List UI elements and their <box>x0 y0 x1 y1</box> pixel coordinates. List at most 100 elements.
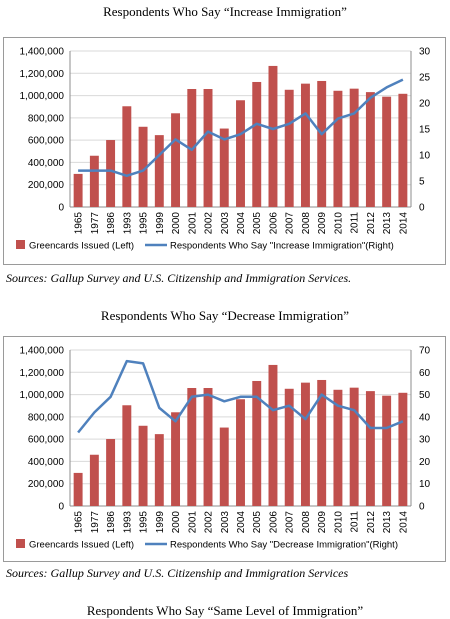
chart1-bar <box>317 80 327 207</box>
chart2-bar <box>138 425 148 506</box>
chart1-ytick-left: 0 <box>58 203 64 214</box>
chart1-ytick-right: 20 <box>419 99 431 110</box>
chart1-xtick-label: 1965 <box>74 212 85 235</box>
chart2-bar <box>317 379 327 506</box>
chart2-ytick-right: 40 <box>419 412 431 423</box>
chart2-ytick-right: 20 <box>419 457 431 468</box>
chart1-xtick-label: 2000 <box>171 212 182 235</box>
chart2-xtick-label: 1999 <box>155 511 166 534</box>
chart2-bar <box>106 439 116 506</box>
chart2-ytick-right: 0 <box>419 502 425 513</box>
chart1-bar <box>138 126 148 207</box>
chart1-legend-line-label: Respondents Who Say "Increase Immigratio… <box>170 241 394 252</box>
source-note-2: Sources: Gallup Survey and U.S. Citizens… <box>6 566 349 580</box>
chart2-xtick-label: 1995 <box>139 511 150 534</box>
chart2-xtick-label: 2013 <box>382 511 393 534</box>
chart1-xtick-label: 2009 <box>317 212 328 235</box>
chart2-xtick-label: 2007 <box>285 511 296 534</box>
chart2-ytick-left: 600,000 <box>28 435 65 446</box>
chart2-ytick-left: 400,000 <box>28 457 65 468</box>
chart2-area: 0 200,000 400,000 600,000 800,000 1,000,000 1,… <box>3 336 446 562</box>
chart1-xtick-label: 1993 <box>122 212 133 235</box>
chart2-xtick-label: 2009 <box>317 511 328 534</box>
chart2-xtick-label: 2005 <box>252 511 263 534</box>
chart1-bar <box>122 106 132 207</box>
chart2-ytick-left: 1,000,000 <box>20 390 65 401</box>
chart1-xtick-label: 1995 <box>139 212 150 235</box>
chart1-bar <box>365 92 375 207</box>
chart1-xtick-label: 1977 <box>90 212 101 235</box>
chart2-bar <box>89 454 99 506</box>
chart1-xtick-label: 2013 <box>382 212 393 235</box>
chart1-legend-bar-label: Greencards Issued (Left) <box>29 241 134 252</box>
chart2-ytick-right: 70 <box>419 346 431 357</box>
chart2-xtick-label: 2012 <box>366 511 377 534</box>
chart1-xtick-label: 2012 <box>366 212 377 235</box>
chart2-xtick-label: 1993 <box>122 511 133 534</box>
source-note-1: Sources: Gallup Survey and U.S. Citizens… <box>6 271 352 285</box>
chart2-xtick-label: 2000 <box>171 511 182 534</box>
chart2-bar <box>382 395 392 506</box>
chart1-ytick-left: 600,000 <box>28 136 65 147</box>
chart1-ytick-right: 5 <box>419 177 425 188</box>
chart1-ytick-left: 1,400,000 <box>20 47 65 58</box>
chart1-bar <box>300 83 310 207</box>
chart2-bar <box>284 388 294 506</box>
chart1-xtick-label: 2010 <box>333 212 344 235</box>
chart2-bar <box>219 427 229 506</box>
chart1-series-line <box>78 78 404 178</box>
chart2-bar <box>333 389 343 506</box>
chart2-svg: 0 200,000 400,000 600,000 800,000 1,000,000 1,… <box>16 346 431 551</box>
chart1-ytick-left: 1,000,000 <box>20 91 65 102</box>
chart2-xtick-label: 2004 <box>236 511 247 534</box>
chart2-xtick-label: 2008 <box>301 511 312 534</box>
chart1-xtick-label: 2011 <box>350 212 361 234</box>
chart2-xtick-label: 2014 <box>398 511 409 534</box>
chart2-xtick-label: 2003 <box>220 511 231 534</box>
chart1-legend-bar-swatch <box>16 240 25 249</box>
chart2-bar <box>236 399 245 506</box>
chart2-series-line <box>77 359 404 434</box>
chart1-bar <box>73 173 83 207</box>
chart1-xtick-label: 2004 <box>236 212 247 235</box>
chart1-xtick-label: 2006 <box>268 212 279 235</box>
chart2-ytick-left: 1,400,000 <box>20 346 65 357</box>
chart2-ytick-right: 50 <box>419 390 431 401</box>
chart1-bar <box>382 96 392 207</box>
chart2-bar <box>349 387 359 506</box>
chart1-xtick-label: 2001 <box>187 212 198 235</box>
chart2-xtick-label: 2002 <box>204 511 215 534</box>
chart2-bar <box>154 434 164 506</box>
chart2-bar <box>300 382 310 506</box>
chart1-bar <box>268 65 278 207</box>
chart2-bar <box>73 472 83 506</box>
chart1-bar <box>333 90 343 207</box>
chart2-bar <box>122 405 132 506</box>
chart2-xtick-label: 2001 <box>187 511 198 534</box>
chart2-bar <box>268 364 278 506</box>
chart1-bar <box>219 128 229 207</box>
chart1-xtick-label: 2005 <box>252 212 263 235</box>
chart1-xtick-label: 1986 <box>106 212 117 235</box>
chart2-bar <box>252 380 262 506</box>
chart2-xtick-label: 2011 <box>350 511 361 533</box>
chart2-ytick-left: 1,200,000 <box>20 368 65 379</box>
chart1-bar <box>236 100 245 207</box>
chart1-bar <box>252 81 262 207</box>
chart2-xtick-label: 1965 <box>74 511 85 534</box>
chart1-ytick-right: 15 <box>419 125 431 136</box>
chart1-xtick-label: 2002 <box>204 212 215 235</box>
chart3-title: Respondents Who Say “Same Level of Immig… <box>86 603 364 618</box>
chart1-xtick-label: 2003 <box>220 212 231 235</box>
chart1-ytick-right: 30 <box>419 47 431 58</box>
chart2-ytick-left: 800,000 <box>28 412 65 423</box>
chart2-xtick-label: 2010 <box>333 511 344 534</box>
chart1-bar <box>203 88 213 207</box>
chart1-ytick-left: 400,000 <box>28 158 65 169</box>
chart1-svg: 0 200,000 400,000 600,000 800,000 1,000,000 1,… <box>16 47 431 252</box>
chart1-xtick-label: 1999 <box>155 212 166 235</box>
chart1-ytick-right: 0 <box>419 203 425 214</box>
chart2-bar <box>171 412 181 506</box>
chart2-bar <box>203 387 213 506</box>
chart1-xtick-label: 2007 <box>285 212 296 235</box>
